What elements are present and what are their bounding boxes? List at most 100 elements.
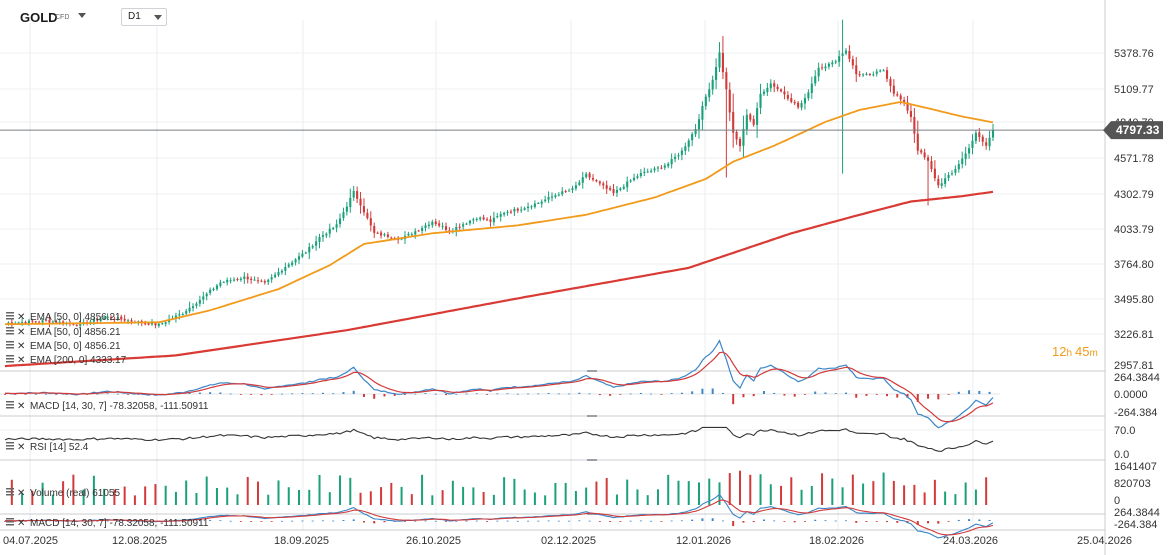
macd-histogram-bar xyxy=(537,520,540,522)
macd-histogram-bar xyxy=(445,394,448,396)
close-icon[interactable]: ✕ xyxy=(17,312,25,323)
macd-histogram-bar xyxy=(783,394,786,396)
legend-volume[interactable]: ✕ Volume (real) 61055 xyxy=(6,488,120,499)
candle-body xyxy=(431,221,434,226)
candle-body xyxy=(150,322,154,325)
legend-rsi[interactable]: ✕ RSI [14] 52.4 xyxy=(6,442,89,453)
legend-ema50-b[interactable]: ✕ EMA [50, 0] 4856.21 xyxy=(6,341,121,352)
candle-body xyxy=(643,171,646,173)
candle-body xyxy=(913,116,916,134)
candle-body xyxy=(509,211,513,213)
candle-body xyxy=(427,224,430,226)
candle-body xyxy=(557,194,560,196)
symbol-name[interactable]: GOLD xyxy=(20,10,58,25)
volume-bar xyxy=(287,487,290,505)
candle-body xyxy=(595,180,598,182)
date-tick-label: 12.08.2025 xyxy=(112,535,167,547)
volume-bar xyxy=(226,487,229,505)
macd-histogram-bar xyxy=(844,520,847,522)
candle-body xyxy=(280,270,283,273)
close-icon[interactable]: ✕ xyxy=(17,488,25,499)
volume-bar xyxy=(462,486,465,505)
close-icon[interactable]: ✕ xyxy=(17,401,25,412)
close-icon[interactable]: ✕ xyxy=(17,442,25,453)
legend-ema50-overlap[interactable]: ✕ EMA [50, 0] 4856.21 xyxy=(6,312,121,323)
volume-bar xyxy=(359,492,362,505)
candle-body xyxy=(711,79,714,90)
macd-histogram-bar xyxy=(527,393,530,395)
candle-body xyxy=(21,322,24,324)
macd-histogram-bar xyxy=(34,393,37,395)
legend-macd2[interactable]: ✕ MACD [14, 30, 7] -78.32058, -111.50911 xyxy=(6,518,209,529)
volume-bar xyxy=(944,491,947,505)
macd-histogram-bar xyxy=(947,521,950,522)
candle-body xyxy=(195,303,198,306)
macd-histogram-bar xyxy=(598,521,601,522)
candle-body xyxy=(540,201,543,204)
macd-histogram-bar xyxy=(629,393,632,395)
candle-body xyxy=(58,321,61,323)
candle-body xyxy=(274,274,277,278)
current-price-tag: 4797.33 xyxy=(1103,121,1163,140)
candle-body xyxy=(506,211,509,213)
macd-histogram-bar xyxy=(619,394,622,395)
volume-bar xyxy=(954,494,957,505)
candle-body xyxy=(468,220,471,224)
candle-body xyxy=(523,208,526,210)
legend-ema50[interactable]: ✕ EMA [50, 0] 4856.21 xyxy=(6,327,121,338)
candle-body xyxy=(144,323,147,325)
candle-body xyxy=(793,102,796,104)
candle-body xyxy=(961,158,964,165)
candle-body xyxy=(950,173,954,175)
close-icon[interactable]: ✕ xyxy=(17,341,25,352)
candle-body xyxy=(735,132,738,140)
candle-body xyxy=(215,285,219,290)
macd-histogram-bar xyxy=(198,520,201,522)
macd-histogram-bar xyxy=(609,521,612,522)
volume-bar xyxy=(472,487,475,505)
legend-ema200[interactable]: ✕ EMA [200, 0] 4333.17 xyxy=(6,355,127,366)
volume-bar xyxy=(195,493,198,505)
chevron-down-icon[interactable] xyxy=(78,13,86,18)
candle-body xyxy=(304,252,307,254)
candle-body xyxy=(342,212,345,219)
candle-body xyxy=(120,316,123,320)
candle-body xyxy=(284,267,287,271)
timeframe-selector[interactable]: D1 xyxy=(121,8,167,26)
candle-body xyxy=(646,171,649,173)
macd-histogram-bar xyxy=(906,394,909,398)
candle-body xyxy=(916,133,919,151)
macd-histogram-bar xyxy=(424,393,427,394)
close-icon[interactable]: ✕ xyxy=(17,355,25,366)
macd-histogram-bar xyxy=(988,391,991,394)
legend-macd2-text: MACD [14, 30, 7] -78.32058, -111.50911 xyxy=(30,518,209,529)
candle-body xyxy=(738,139,742,147)
volume-bar xyxy=(523,489,526,505)
candle-body xyxy=(17,322,20,324)
macd-histogram-bar xyxy=(4,521,6,522)
candle-body xyxy=(27,320,30,324)
legend-macd[interactable]: ✕ MACD [14, 30, 7] -78.32058, -111.50911 xyxy=(6,401,209,412)
date-axis[interactable]: 04.07.2025 12.08.2025 18.09.2025 26.10.2… xyxy=(3,535,1132,547)
volume-bar xyxy=(697,482,700,505)
macd2-axis-top: 264.3844 xyxy=(1114,507,1160,519)
pane-resize-handles[interactable] xyxy=(587,370,597,515)
candle-body xyxy=(209,289,212,294)
macd-histogram-bar xyxy=(403,521,406,522)
candle-body xyxy=(725,72,728,90)
macd-histogram-bar xyxy=(188,520,191,522)
volume-bar xyxy=(113,489,116,505)
candle-body xyxy=(92,319,95,322)
candle-body xyxy=(72,323,75,325)
volume-axis-top: 1641407 xyxy=(1114,461,1157,473)
candle-body xyxy=(106,316,109,319)
candle-body xyxy=(612,189,615,194)
macd-histogram-bar xyxy=(250,521,253,522)
candle-body xyxy=(174,315,177,319)
candle-body xyxy=(44,319,48,321)
close-icon[interactable]: ✕ xyxy=(17,327,25,338)
volume-bar xyxy=(790,477,793,505)
macd-histogram-bar xyxy=(486,521,489,522)
close-icon[interactable]: ✕ xyxy=(17,518,25,529)
